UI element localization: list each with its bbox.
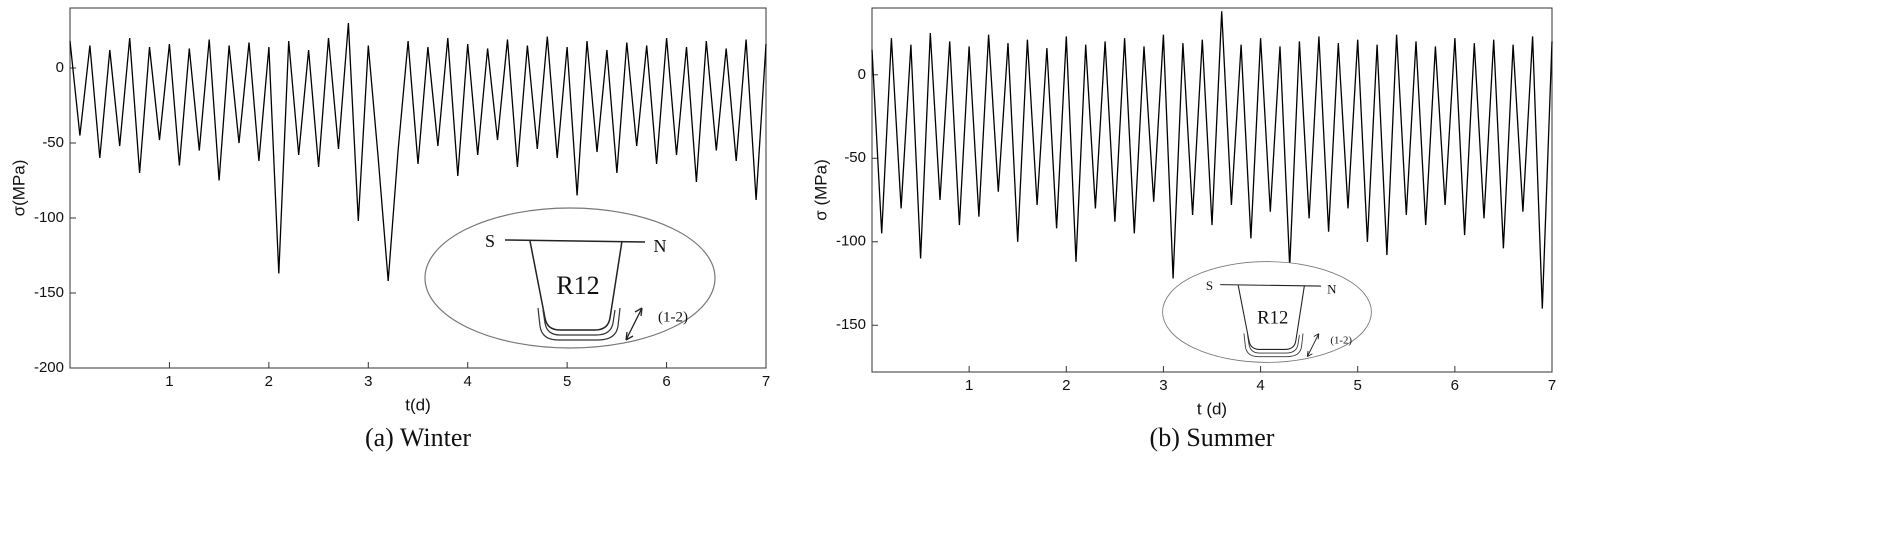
inset-label-s: S <box>485 231 495 251</box>
caption: (a) Winter <box>365 423 471 452</box>
inset-label-s: S <box>1206 278 1213 293</box>
y-tick-label: 0 <box>858 66 866 83</box>
inset-label-note: (1-2) <box>658 309 688 325</box>
x-tick-label: 5 <box>563 373 571 390</box>
inset-arrow <box>625 307 643 341</box>
y-axis-label: σ(MPa) <box>9 160 28 217</box>
x-tick-label: 6 <box>1451 377 1459 394</box>
caption: (b) Summer <box>1150 423 1275 452</box>
inset-rib <box>1237 285 1305 350</box>
x-tick-label: 7 <box>762 373 770 390</box>
inset: S N R12 (1-2) <box>1162 261 1372 363</box>
inset-label-r12: R12 <box>556 271 599 300</box>
inset-weld <box>537 307 621 341</box>
inset-weld <box>1243 333 1304 358</box>
x-axis-label: t (d) <box>1197 399 1227 418</box>
y-tick-label: -100 <box>836 233 866 250</box>
inset-ellipse <box>1162 261 1372 363</box>
x-tick-label: 2 <box>1062 377 1070 394</box>
inset-label-note: (1-2) <box>1330 334 1352 346</box>
y-tick-label: -50 <box>844 149 866 166</box>
x-tick-label: 3 <box>1159 377 1167 394</box>
inset-ellipse <box>424 207 716 349</box>
x-tick-label: 6 <box>662 373 670 390</box>
x-tick-label: 2 <box>265 373 273 390</box>
y-tick-label: -200 <box>34 359 64 376</box>
y-tick-label: 0 <box>56 59 64 76</box>
y-tick-label: -150 <box>34 284 64 301</box>
y-tick-label: -150 <box>836 316 866 333</box>
data-line <box>871 11 1553 309</box>
x-tick-label: 4 <box>464 373 472 390</box>
inset: S N R12 (1-2) <box>424 207 716 349</box>
x-axis-label: t(d) <box>405 395 431 414</box>
data-line <box>69 22 767 282</box>
x-tick-label: 4 <box>1256 377 1264 394</box>
inset-label-r12: R12 <box>1257 307 1288 328</box>
y-tick-label: -100 <box>34 209 64 226</box>
y-tick-label: -50 <box>42 134 64 151</box>
inset-rib <box>529 240 623 331</box>
inset-label-n: N <box>1327 281 1337 296</box>
inset-label-n: N <box>654 236 667 256</box>
x-tick-label: 1 <box>965 377 973 394</box>
x-tick-label: 7 <box>1548 377 1556 394</box>
inset-arrow <box>1306 333 1320 358</box>
x-tick-label: 1 <box>165 373 173 390</box>
y-axis-label: σ (MPa) <box>811 159 830 221</box>
x-tick-label: 3 <box>364 373 372 390</box>
x-tick-label: 5 <box>1354 377 1362 394</box>
